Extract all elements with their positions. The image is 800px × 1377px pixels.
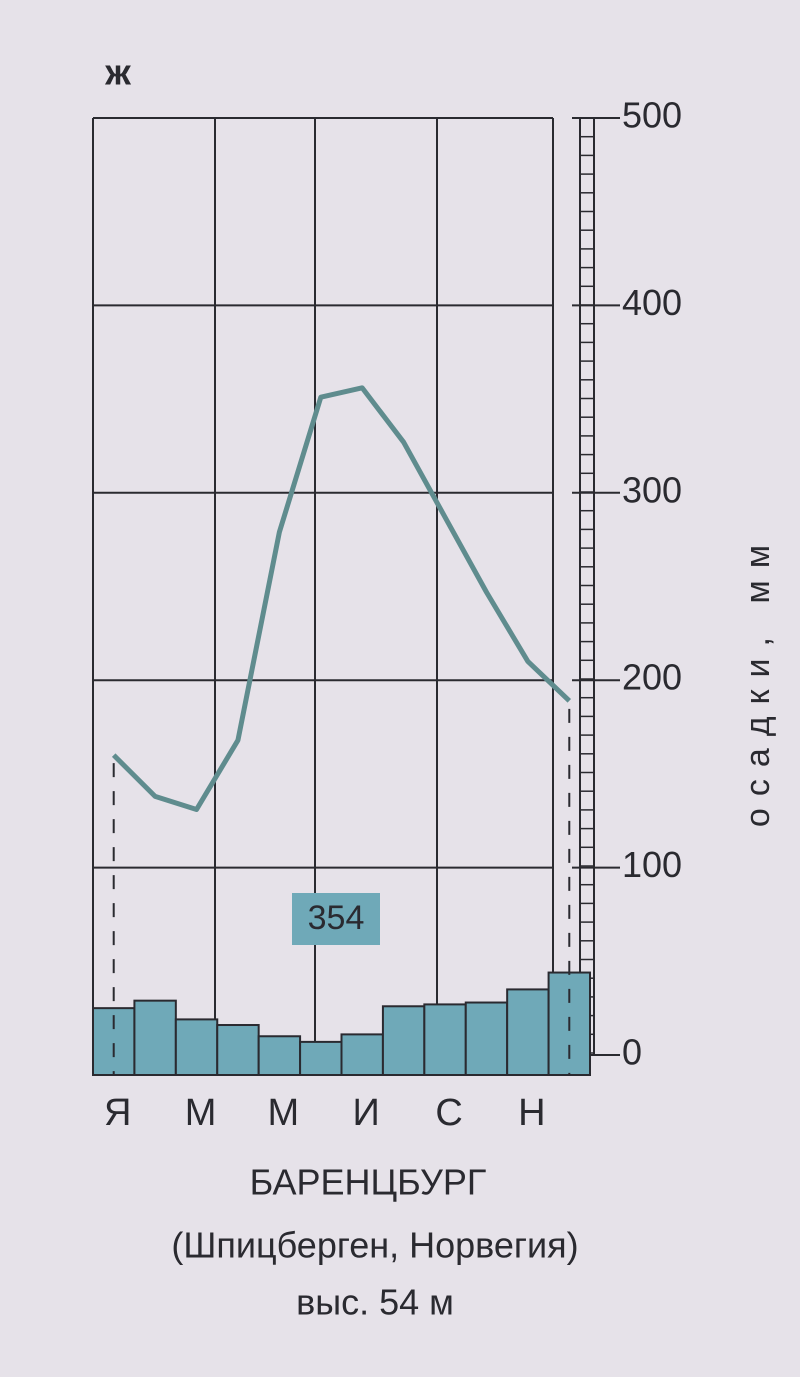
bar xyxy=(506,988,550,1076)
x-tick-label: С xyxy=(435,1092,462,1134)
bar xyxy=(257,1035,302,1077)
x-tick-label: Н xyxy=(518,1092,545,1134)
y-tick-label: 500 xyxy=(622,95,682,136)
bar xyxy=(423,1003,467,1076)
bar xyxy=(381,1005,426,1076)
annotation: 354 xyxy=(308,899,365,937)
y-tick-label: 200 xyxy=(622,657,682,698)
y-tick-label: 0 xyxy=(622,1032,642,1073)
bar xyxy=(299,1040,343,1076)
y-tick-label: 100 xyxy=(622,844,682,885)
chart-note: выс. 54 м xyxy=(296,1282,454,1323)
x-tick-label: Я xyxy=(104,1092,131,1134)
y-tick-label: 400 xyxy=(622,282,682,323)
bar xyxy=(464,1001,509,1077)
bar xyxy=(340,1033,384,1076)
x-tick-label: М xyxy=(268,1092,300,1134)
chart-title: БАРЕНЦБУРГ xyxy=(250,1162,487,1203)
bar xyxy=(216,1024,260,1076)
y-tick-label: 300 xyxy=(622,469,682,510)
x-tick-label: И xyxy=(353,1092,380,1134)
chart-subtitle: (Шпицберген, Норвегия) xyxy=(171,1225,578,1266)
line xyxy=(111,385,572,813)
panel-label: ж xyxy=(104,52,131,93)
bar xyxy=(133,999,177,1076)
x-tick-label: М xyxy=(185,1092,217,1134)
annotation-box xyxy=(292,893,380,945)
bar xyxy=(174,1018,219,1076)
y-axis-label: осадки, мм xyxy=(739,533,777,827)
